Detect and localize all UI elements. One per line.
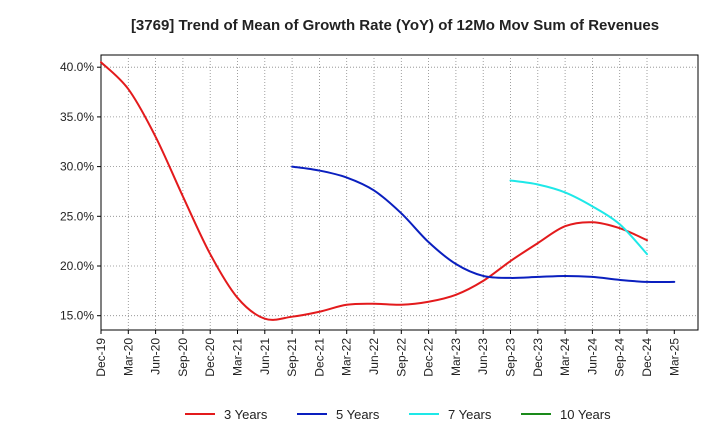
- legend-label: 3 Years: [224, 407, 268, 422]
- y-tick-label: 40.0%: [60, 60, 94, 74]
- x-axis: Dec-19 Mar-20 Jun-20 Sep-20 Dec-20 Mar-21 Jun-…: [94, 330, 681, 377]
- y-tick-label: 30.0%: [60, 160, 94, 174]
- x-tick-label: Dec-24: [640, 338, 654, 377]
- y-tick-label: 15.0%: [60, 309, 94, 323]
- x-tick-label: Jun-23: [476, 338, 490, 375]
- x-tick-label: Sep-22: [394, 338, 408, 377]
- plot-area: [100, 54, 699, 331]
- series-line-3-years: [100, 61, 648, 321]
- series-line-5-years: [291, 165, 676, 284]
- y-tick-label: 25.0%: [60, 209, 94, 223]
- x-tick-label: Sep-23: [504, 338, 518, 377]
- x-tick-label: Jun-20: [149, 338, 163, 375]
- x-tick-label: Dec-23: [531, 338, 545, 377]
- series-line-7-years: [509, 179, 648, 256]
- series-lines: [100, 61, 676, 321]
- x-tick-label: Dec-22: [422, 338, 436, 377]
- legend-label: 5 Years: [336, 407, 380, 422]
- x-tick-label: Sep-21: [285, 338, 299, 377]
- grid: [101, 55, 698, 330]
- y-tick-label: 35.0%: [60, 110, 94, 124]
- legend: 3 Years 5 Years 7 Years 10 Years: [185, 407, 611, 422]
- x-tick-label: Sep-24: [613, 338, 627, 377]
- y-axis: 15.0% 20.0% 25.0% 30.0% 35.0% 40.0%: [60, 60, 101, 323]
- x-tick-label: Mar-23: [449, 338, 463, 376]
- x-tick-label: Jun-21: [258, 338, 272, 375]
- x-tick-label: Sep-20: [176, 338, 190, 377]
- x-tick-label: Mar-21: [231, 338, 245, 376]
- x-tick-label: Dec-19: [94, 338, 108, 377]
- legend-label: 10 Years: [560, 407, 611, 422]
- x-tick-label: Dec-20: [203, 338, 217, 377]
- legend-label: 7 Years: [448, 407, 492, 422]
- chart-title: [3769] Trend of Mean of Growth Rate (YoY…: [131, 17, 659, 34]
- x-tick-label: Mar-25: [667, 338, 681, 376]
- x-tick-label: Jun-22: [367, 338, 381, 375]
- x-tick-label: Mar-22: [340, 338, 354, 376]
- x-tick-label: Mar-20: [121, 338, 135, 376]
- x-tick-label: Mar-24: [558, 338, 572, 376]
- y-tick-label: 20.0%: [60, 259, 94, 273]
- x-tick-label: Jun-24: [585, 338, 599, 375]
- x-tick-label: Dec-21: [312, 338, 326, 377]
